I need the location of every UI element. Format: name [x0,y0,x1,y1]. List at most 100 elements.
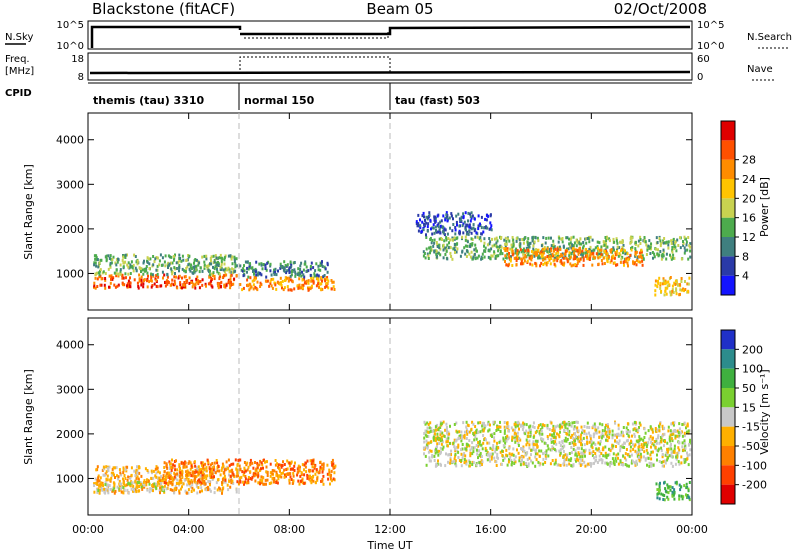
data-cell [616,263,619,267]
data-cell [439,247,442,251]
data-cell [564,249,567,253]
data-cell [302,273,305,277]
data-cell [252,287,255,291]
data-cell [134,266,137,270]
data-cell [661,255,664,259]
data-cell [660,460,663,464]
data-cell [193,267,196,271]
x-tick-label: 20:00 [575,523,607,536]
data-cell [586,438,589,442]
data-cell [235,488,238,492]
data-cell [513,428,516,432]
data-cell [553,429,556,433]
data-cell [109,254,112,258]
data-cell [632,447,635,451]
data-cell [534,439,537,443]
data-cell [152,469,155,473]
data-cell [544,261,546,265]
data-cell [604,451,607,455]
data-cell [451,229,454,233]
data-cell [201,461,204,465]
data-cell [573,255,575,259]
data-cell [661,455,664,459]
data-cell [455,220,458,224]
data-cell [433,438,435,442]
colorbar-tick-label: 8 [742,250,749,263]
data-cell [425,439,428,443]
data-cell [193,460,196,464]
data-cell [669,439,672,443]
data-cell [483,241,486,245]
data-cell [207,479,210,483]
data-cell [423,215,425,219]
data-cell [436,243,439,247]
data-cell [488,428,491,432]
data-cell [174,253,176,257]
data-cell [317,280,320,284]
data-cell [678,427,681,431]
data-cell [623,456,626,460]
data-cell [279,282,282,286]
data-cell [608,464,611,468]
data-cell [487,420,490,424]
data-cell [555,251,558,255]
data-cell [250,477,253,481]
data-cell [112,488,115,492]
data-cell [269,279,272,283]
data-cell [235,467,238,471]
data-cell [574,449,577,453]
data-cell [619,240,621,244]
data-cell [672,237,675,241]
data-cell [679,236,681,240]
data-cell [240,268,243,272]
data-cell [447,436,450,440]
data-cell [163,477,166,481]
data-cell [572,247,575,251]
data-cell [667,243,670,247]
data-cell [329,477,332,481]
data-cell [678,422,681,426]
data-cell [317,274,320,278]
data-cell [173,266,176,270]
data-cell [442,434,445,438]
data-cell [519,242,522,246]
data-cell [105,255,108,259]
data-cell [627,258,630,262]
data-cell [446,444,449,448]
data-cell [499,252,502,256]
data-cell [611,433,614,437]
data-cell [280,472,283,475]
data-cell [678,433,681,437]
data-cell [617,456,619,460]
data-cell [568,452,571,455]
data-cell [242,473,245,477]
data-cell [464,225,467,229]
data-cell [463,461,466,465]
data-cell [94,276,97,280]
data-cell [556,256,559,260]
data-cell [483,421,485,425]
data-cell [302,268,305,272]
colorbar-swatch [721,407,735,427]
data-cell [300,473,303,476]
data-cell [565,458,568,462]
data-cell [689,255,692,259]
data-cell [631,459,634,463]
data-cell [601,434,604,438]
data-cell [687,487,690,491]
data-cell [150,487,153,491]
data-cell [325,284,328,288]
data-cell [98,484,101,488]
data-cell [542,462,545,466]
data-cell [630,248,633,252]
data-cell [299,272,302,275]
data-cell [227,458,230,462]
data-cell [430,248,433,252]
data-cell [242,274,245,278]
data-cell [621,443,624,447]
data-cell [179,257,182,260]
data-cell [104,286,107,290]
data-cell [576,426,579,430]
data-cell [575,420,578,424]
